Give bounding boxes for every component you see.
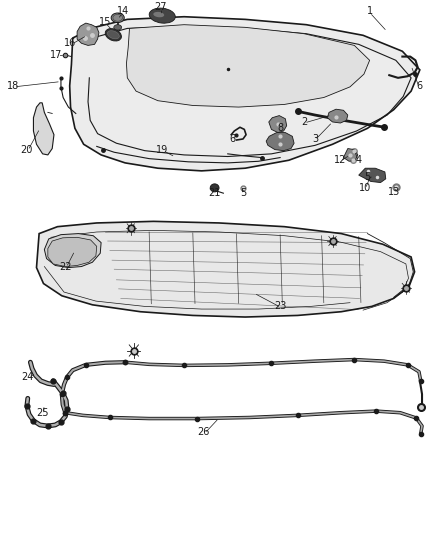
Text: 19: 19 xyxy=(156,144,168,155)
Text: 3: 3 xyxy=(312,134,318,144)
Text: 10: 10 xyxy=(359,183,371,193)
Text: 15: 15 xyxy=(99,17,112,27)
Text: 25: 25 xyxy=(36,408,49,418)
Text: 1: 1 xyxy=(367,6,373,17)
Text: 20: 20 xyxy=(21,144,33,155)
Ellipse shape xyxy=(153,12,164,17)
Ellipse shape xyxy=(107,31,119,39)
Ellipse shape xyxy=(114,25,122,30)
Text: 6: 6 xyxy=(417,81,423,91)
Polygon shape xyxy=(70,17,420,171)
Polygon shape xyxy=(343,149,358,161)
Text: 16: 16 xyxy=(64,38,77,49)
Polygon shape xyxy=(33,103,54,155)
Text: 6: 6 xyxy=(229,134,235,144)
Polygon shape xyxy=(127,25,370,107)
Text: 21: 21 xyxy=(208,188,221,198)
Text: 23: 23 xyxy=(274,301,286,311)
Polygon shape xyxy=(359,168,386,183)
Polygon shape xyxy=(36,221,415,317)
Text: 17: 17 xyxy=(50,50,63,60)
Polygon shape xyxy=(48,237,97,266)
Polygon shape xyxy=(77,23,99,45)
Text: 18: 18 xyxy=(7,81,19,91)
Text: 2: 2 xyxy=(301,117,307,127)
Ellipse shape xyxy=(210,184,219,192)
Polygon shape xyxy=(44,233,101,268)
Text: 4: 4 xyxy=(356,155,362,165)
Text: 5: 5 xyxy=(364,172,371,182)
Text: 26: 26 xyxy=(198,427,210,438)
Text: 5: 5 xyxy=(240,188,246,198)
Ellipse shape xyxy=(105,29,121,41)
Text: 12: 12 xyxy=(334,155,346,165)
Ellipse shape xyxy=(149,8,175,23)
Text: 27: 27 xyxy=(154,2,166,12)
Text: 13: 13 xyxy=(388,187,400,197)
Polygon shape xyxy=(269,116,287,133)
Ellipse shape xyxy=(111,13,124,22)
Text: 24: 24 xyxy=(21,372,34,382)
Polygon shape xyxy=(327,109,348,123)
Text: 14: 14 xyxy=(117,6,129,17)
Polygon shape xyxy=(266,133,294,151)
Text: 8: 8 xyxy=(277,123,283,133)
Text: 22: 22 xyxy=(59,262,71,271)
